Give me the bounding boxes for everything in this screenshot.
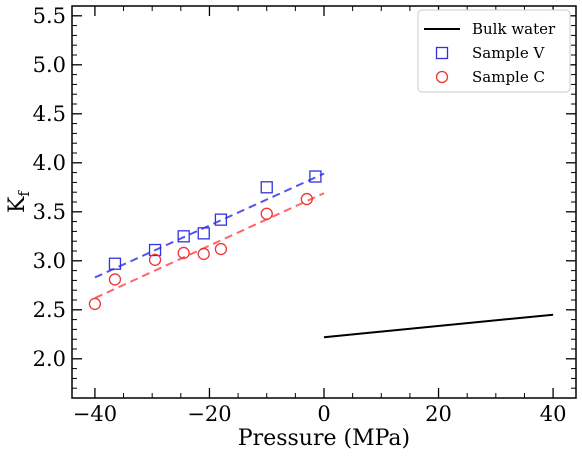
x-tick-label: 0 xyxy=(317,402,330,426)
y-tick-label: 5.0 xyxy=(33,53,66,77)
sample-v-point xyxy=(108,257,122,270)
sample-c-point xyxy=(108,273,122,286)
sample-c-point xyxy=(197,247,210,261)
sample-c-point xyxy=(300,192,313,206)
sample-c-fit-line xyxy=(94,192,325,299)
y-tick-label: 2.5 xyxy=(33,298,66,322)
y-axis-label: Kf xyxy=(5,190,33,213)
legend-label-sample-c: Sample C xyxy=(472,68,545,86)
y-tick-label: 2.0 xyxy=(33,347,66,371)
sample-c-point xyxy=(177,246,190,260)
y-tick-label: 3.5 xyxy=(33,200,66,224)
sample-v-point xyxy=(309,170,322,183)
y-tick-label: 3.0 xyxy=(33,249,66,273)
sample-v-point xyxy=(177,230,190,243)
sample-c-point xyxy=(214,242,228,256)
x-tick-label: 40 xyxy=(540,402,567,426)
y-tick-label: 5.5 xyxy=(33,4,66,28)
y-axis-label-subscript: f xyxy=(15,190,33,197)
sample-v-point xyxy=(197,227,210,240)
y-axis-label-main: K xyxy=(5,196,30,213)
bulk-water-line xyxy=(323,313,554,339)
legend-marker-sample-v xyxy=(435,46,449,60)
legend-label-bulk-water: Bulk water xyxy=(472,20,556,38)
x-tick-label: 20 xyxy=(425,402,452,426)
sample-c-point xyxy=(88,297,102,311)
sample-c-point xyxy=(260,207,273,220)
legend: Bulk water Sample V Sample C xyxy=(417,9,571,93)
sample-v-point xyxy=(214,213,228,226)
sample-v-fit-line xyxy=(94,172,325,279)
plot-content xyxy=(88,170,554,339)
y-tick-label: 4.5 xyxy=(33,102,66,126)
axis-ticks: −40 −20 0 20 40 2.0 2.5 3.0 3.5 4.0 4.5 5.0 5.5 xyxy=(33,4,576,426)
x-axis-label: Pressure (MPa) xyxy=(238,426,410,451)
x-tick-label: −40 xyxy=(73,402,117,426)
sample-v-point xyxy=(260,181,273,194)
legend-marker-sample-c xyxy=(435,70,449,84)
legend-box xyxy=(417,9,571,93)
sample-v-point xyxy=(148,243,162,257)
legend-label-sample-v: Sample V xyxy=(472,44,545,62)
sample-c-point xyxy=(148,253,162,266)
x-tick-label: −20 xyxy=(187,402,231,426)
y-tick-label: 4.0 xyxy=(33,151,66,175)
